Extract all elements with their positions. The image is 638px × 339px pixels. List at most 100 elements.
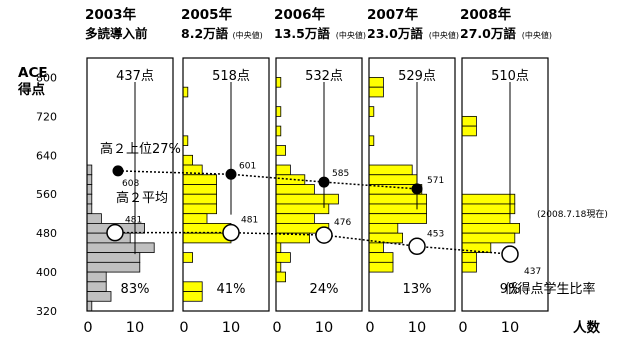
- histogram-bar: [461, 203, 516, 215]
- histogram-bar: [86, 184, 93, 195]
- histogram-bar: [86, 281, 107, 292]
- series-upper-point: [411, 183, 423, 195]
- x-tick-label: 0: [83, 320, 92, 336]
- panel-sub: 23.0万語: [367, 26, 423, 41]
- x-tick-label: 0: [458, 320, 467, 336]
- y-tick-label: 800: [36, 71, 57, 84]
- average-value-label: 476: [334, 218, 351, 228]
- y-tick-label: 320: [36, 305, 57, 318]
- histogram-bar: [275, 184, 315, 195]
- histogram-bar: [86, 271, 107, 283]
- date-note: (2008.7.18現在): [537, 208, 608, 220]
- histogram-bar: [461, 193, 516, 205]
- panel-year: 2007年: [367, 6, 419, 23]
- y-tick-label: 480: [36, 227, 57, 240]
- histogram-bar: [368, 135, 375, 146]
- histogram-bar: [275, 125, 282, 137]
- histogram-bar: [368, 174, 418, 185]
- histogram-bar: [86, 174, 93, 185]
- panel-year: 2008年: [460, 6, 512, 23]
- histogram-bar: [368, 223, 399, 234]
- histogram-bar: [368, 77, 384, 88]
- median-value: 529点: [398, 69, 436, 84]
- panel-year: 2006年: [274, 6, 326, 23]
- histogram-bar: [461, 213, 511, 224]
- histogram-bar: [368, 106, 375, 117]
- y-tick-label: 400: [36, 266, 57, 279]
- panel-sub-note: (中央値): [336, 30, 366, 40]
- panel-sub: 8.2万語: [181, 26, 229, 41]
- histogram-bar: [368, 193, 427, 205]
- series-average-point: [222, 223, 240, 242]
- histogram-bar: [368, 261, 394, 273]
- histogram-bar: [368, 164, 413, 176]
- series-average-point: [315, 226, 333, 244]
- panel-year: 2005年: [181, 6, 233, 23]
- histogram-bar: [182, 86, 189, 98]
- histogram-bar: [182, 184, 217, 195]
- histogram-bar: [86, 291, 112, 302]
- low-score-ratio: 9%: [500, 282, 521, 297]
- histogram-bar: [275, 252, 291, 263]
- upper-value-label: 585: [332, 169, 349, 179]
- y-axis-label: 得点: [17, 81, 45, 98]
- series-upper-point: [225, 168, 237, 180]
- median-value: 437点: [116, 69, 154, 84]
- panel-frame: [368, 57, 456, 312]
- x-tick-label: 0: [272, 320, 281, 336]
- histogram-bar: [368, 86, 384, 98]
- histogram-bar: [461, 223, 520, 234]
- histogram-bar: [368, 203, 427, 215]
- histogram-bar: [86, 261, 141, 273]
- low-score-ratio: 41%: [217, 282, 246, 297]
- series-upper-point: [112, 165, 124, 177]
- y-tick-label: 720: [36, 110, 57, 123]
- panel-sub: 27.0万語: [460, 26, 516, 41]
- series-average-point: [408, 237, 426, 256]
- histogram-bar: [275, 242, 282, 254]
- median-value: 532点: [305, 69, 343, 84]
- panel-frame: [461, 57, 549, 312]
- histogram-bar: [86, 252, 141, 263]
- histogram-bar: [461, 115, 477, 127]
- x-tick-label: 0: [179, 320, 188, 336]
- histogram-bar: [86, 164, 93, 176]
- series-upper-point: [318, 176, 330, 188]
- histogram-bar: [182, 203, 217, 215]
- histogram-bar: [275, 106, 282, 117]
- panel-sub: 多読導入前: [85, 26, 148, 41]
- x-tick-label: 10: [222, 320, 240, 336]
- median-value: 510点: [491, 69, 529, 84]
- x-unit-label: 人数: [573, 319, 601, 336]
- histogram-bar: [182, 252, 194, 263]
- histogram-bar: [86, 203, 93, 215]
- average-value-label: 437: [524, 267, 541, 277]
- low-score-ratio: 83%: [121, 282, 150, 297]
- histogram-bar: [86, 242, 155, 254]
- y-tick-label: 560: [36, 188, 57, 201]
- histogram-bar: [461, 232, 516, 244]
- low-ratio-label: 低得点学生比率: [504, 281, 595, 297]
- series-average-name: 高２平均: [116, 190, 168, 206]
- panel-frame: [182, 57, 270, 312]
- series-average-point: [106, 223, 124, 242]
- histogram-bar: [182, 213, 208, 224]
- panel-sub-note: (中央値): [522, 30, 552, 40]
- x-tick-label: 10: [501, 320, 519, 336]
- average-value-label: 453: [427, 229, 444, 239]
- histogram-bar: [275, 261, 282, 273]
- histogram-bar: [86, 213, 102, 224]
- histogram-bar: [461, 252, 477, 263]
- y-axis-label: ACE: [18, 65, 48, 81]
- panel-sub-note: (中央値): [429, 30, 459, 40]
- histogram-bar: [182, 281, 203, 292]
- histogram-bar: [182, 291, 203, 302]
- series-average-line: [115, 231, 511, 255]
- panel-sub: 13.5万語: [274, 26, 330, 41]
- histogram-bar: [368, 213, 427, 224]
- low-score-ratio: 13%: [403, 282, 432, 297]
- histogram-bar: [86, 300, 93, 312]
- x-tick-label: 10: [315, 320, 333, 336]
